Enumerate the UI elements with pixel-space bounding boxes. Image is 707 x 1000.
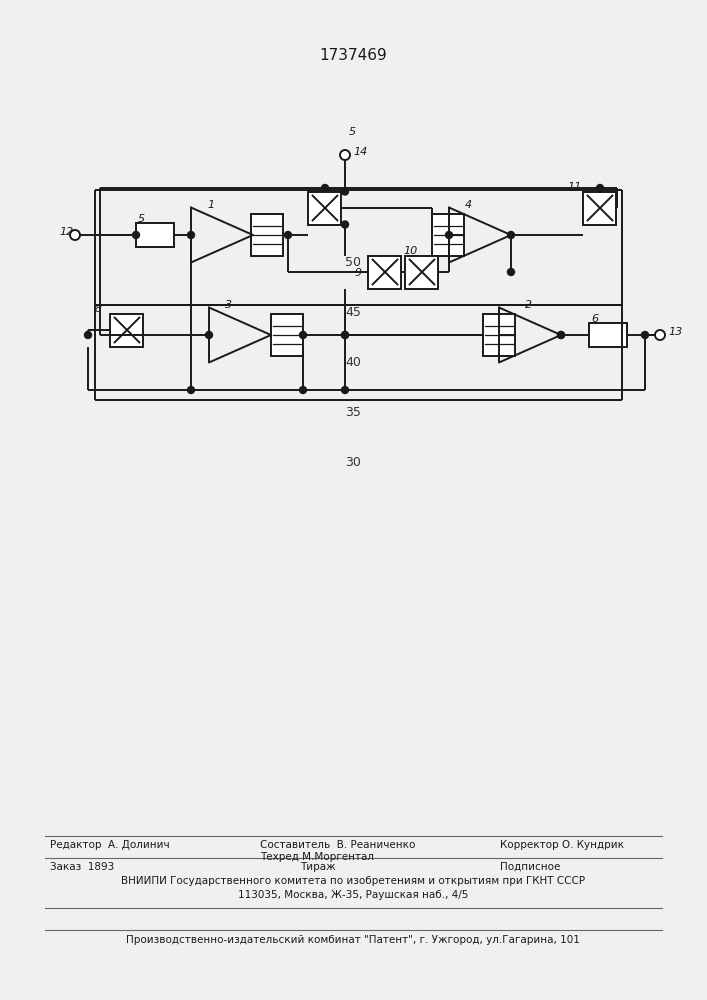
Text: Редактор  А. Долинич: Редактор А. Долинич bbox=[50, 840, 170, 850]
Text: 9: 9 bbox=[354, 268, 361, 278]
Text: 1: 1 bbox=[207, 200, 214, 210]
Circle shape bbox=[641, 332, 648, 338]
Circle shape bbox=[341, 188, 349, 195]
Circle shape bbox=[340, 150, 350, 160]
Text: 30: 30 bbox=[345, 456, 361, 468]
Circle shape bbox=[597, 184, 604, 192]
Text: 45: 45 bbox=[345, 306, 361, 318]
Text: 8: 8 bbox=[95, 304, 102, 314]
Text: Техред М.Моргентал: Техред М.Моргентал bbox=[260, 852, 374, 862]
Text: Подписное: Подписное bbox=[500, 862, 561, 872]
Text: ВНИИПИ Государственного комитета по изобретениям и открытиям при ГКНТ СССР: ВНИИПИ Государственного комитета по изоб… bbox=[121, 876, 585, 886]
Bar bbox=[368, 255, 402, 288]
Text: 6: 6 bbox=[591, 314, 598, 324]
Text: 14: 14 bbox=[353, 147, 367, 157]
Bar bbox=[432, 214, 464, 256]
Text: 2: 2 bbox=[525, 300, 532, 310]
Text: 50: 50 bbox=[345, 255, 361, 268]
Text: 3: 3 bbox=[225, 300, 232, 310]
Text: 12: 12 bbox=[59, 227, 74, 237]
Circle shape bbox=[322, 184, 329, 192]
Circle shape bbox=[508, 268, 515, 275]
Text: 13: 13 bbox=[668, 327, 682, 337]
Circle shape bbox=[300, 332, 307, 338]
Text: 4: 4 bbox=[465, 200, 472, 210]
Bar bbox=[110, 314, 144, 347]
Text: 5: 5 bbox=[349, 127, 356, 137]
Text: Производственно-издательский комбинат "Патент", г. Ужгород, ул.Гагарина, 101: Производственно-издательский комбинат "П… bbox=[126, 935, 580, 945]
Circle shape bbox=[132, 232, 139, 238]
Circle shape bbox=[341, 221, 349, 228]
Text: 1737469: 1737469 bbox=[319, 48, 387, 63]
Text: Заказ  1893: Заказ 1893 bbox=[50, 862, 115, 872]
Circle shape bbox=[341, 332, 349, 338]
Bar bbox=[308, 192, 341, 225]
Circle shape bbox=[187, 386, 194, 393]
Circle shape bbox=[284, 232, 291, 238]
Text: 113035, Москва, Ж-35, Раушская наб., 4/5: 113035, Москва, Ж-35, Раушская наб., 4/5 bbox=[238, 890, 468, 900]
Bar bbox=[589, 323, 627, 347]
Bar bbox=[136, 223, 174, 247]
Circle shape bbox=[341, 386, 349, 393]
Circle shape bbox=[508, 232, 515, 238]
Text: Составитель  В. Реаниченко: Составитель В. Реаниченко bbox=[260, 840, 416, 850]
Text: Корректор О. Кундрик: Корректор О. Кундрик bbox=[500, 840, 624, 850]
Circle shape bbox=[558, 332, 564, 338]
Circle shape bbox=[655, 330, 665, 340]
Bar bbox=[406, 255, 438, 288]
Circle shape bbox=[300, 386, 307, 393]
Bar bbox=[271, 314, 303, 356]
Circle shape bbox=[70, 230, 80, 240]
Text: 11: 11 bbox=[568, 182, 582, 192]
Circle shape bbox=[187, 232, 194, 238]
Text: 35: 35 bbox=[345, 406, 361, 418]
Bar bbox=[251, 214, 283, 256]
Circle shape bbox=[341, 332, 349, 338]
Circle shape bbox=[206, 332, 213, 338]
Bar bbox=[583, 192, 617, 225]
Text: Тираж: Тираж bbox=[300, 862, 336, 872]
Circle shape bbox=[85, 332, 91, 338]
Bar bbox=[483, 314, 515, 356]
Circle shape bbox=[445, 232, 452, 238]
Text: 10: 10 bbox=[404, 246, 418, 256]
Text: 5: 5 bbox=[138, 214, 145, 224]
Text: 40: 40 bbox=[345, 356, 361, 368]
Circle shape bbox=[558, 332, 564, 338]
